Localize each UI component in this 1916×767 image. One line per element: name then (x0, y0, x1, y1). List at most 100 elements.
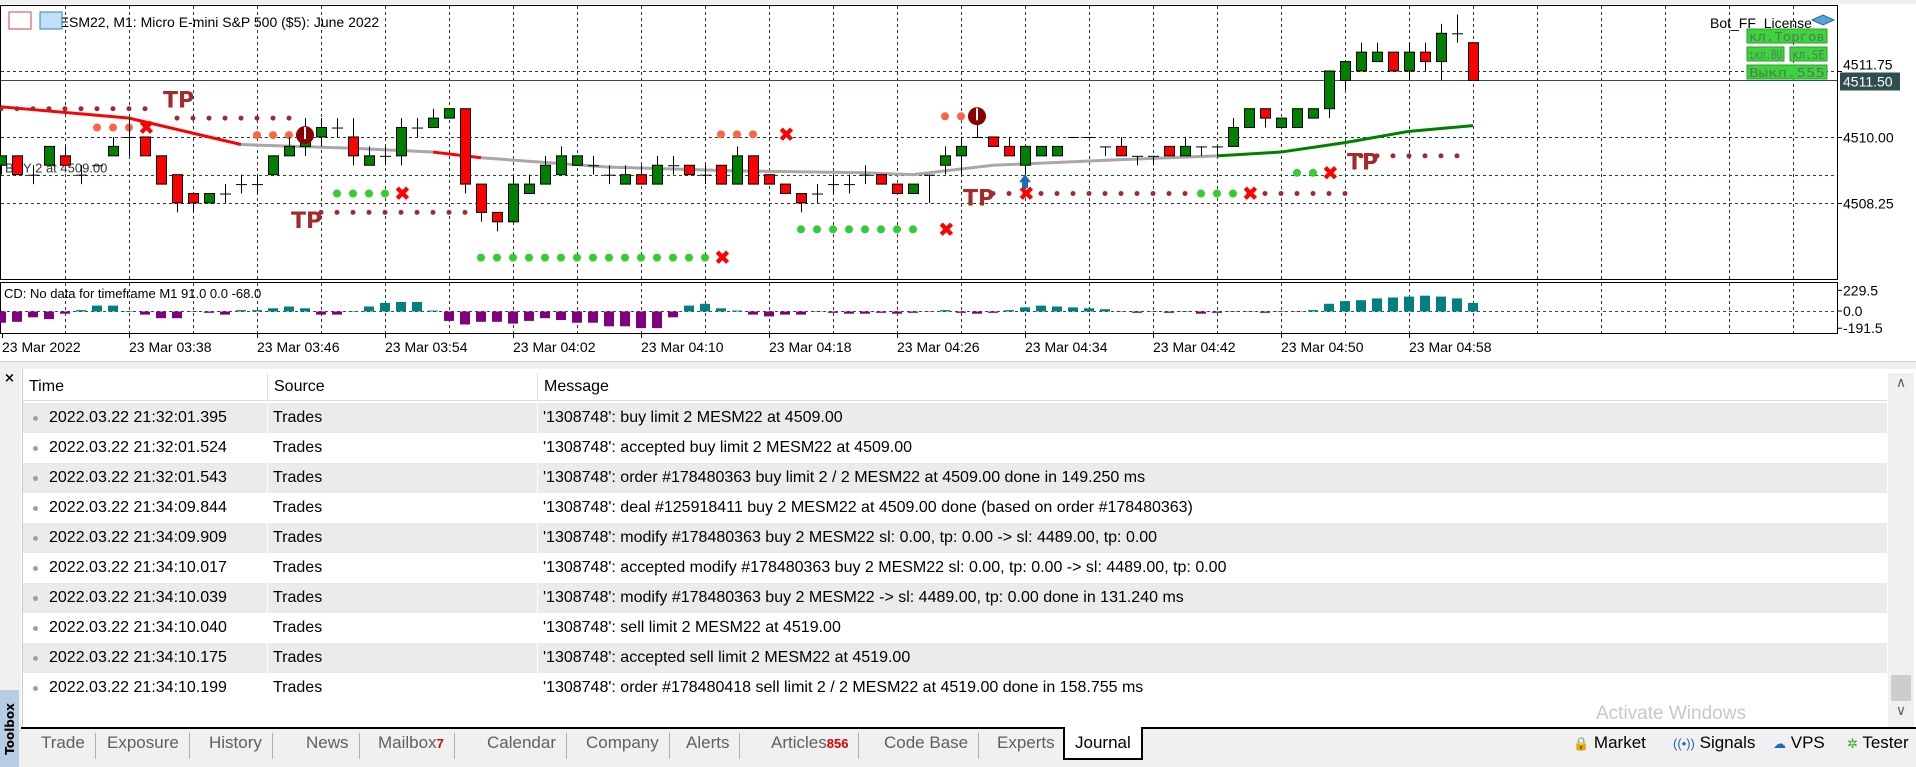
column-header-time[interactable]: Time (29, 378, 64, 395)
current-price-label: 4511.50 (1843, 74, 1893, 90)
graduation-cap-icon (1810, 14, 1836, 26)
candle (1068, 136, 1079, 138)
cd-bar (668, 311, 678, 318)
candle-body (140, 136, 151, 157)
cd-bar (172, 311, 182, 319)
candle (588, 155, 599, 175)
close-x-icon: ✖ (1242, 182, 1259, 206)
table-row[interactable]: 2022.03.22 21:34:10.199 Trades '1308748'… (23, 673, 1887, 703)
candle (1340, 61, 1351, 90)
cd-bar (988, 311, 998, 313)
table-row[interactable]: 2022.03.22 21:34:09.844 Trades '1308748'… (23, 493, 1887, 523)
panel-button-label[interactable]: кл.Торгов (1749, 30, 1825, 44)
tool-signals[interactable]: ((•)) Signals (1673, 733, 1755, 753)
tool-market[interactable]: 🔒 Market (1573, 733, 1646, 753)
tab-trade[interactable]: Trade (31, 733, 96, 759)
tab-journal[interactable]: Journal (1063, 727, 1143, 760)
row-bullet-icon (33, 536, 38, 541)
cd-bar (1388, 297, 1398, 312)
cell-source: Trades (273, 529, 323, 546)
panel-button-label[interactable]: Выкл.555 (1749, 66, 1825, 80)
tab-history[interactable]: History (199, 733, 273, 759)
cd-bar (524, 311, 534, 321)
tp-level-dot (14, 106, 20, 112)
candle (1004, 136, 1015, 157)
buy-signal-dot (573, 253, 581, 262)
candle-body (268, 155, 279, 176)
buy-signal-dot (893, 225, 901, 234)
tool-vps[interactable]: ☁ VPS (1773, 733, 1825, 753)
tab-exposure[interactable]: Exposure (97, 733, 190, 759)
candle (1292, 108, 1303, 129)
cd-bar (716, 308, 726, 312)
cd-bar (204, 311, 214, 313)
buy-arrow-icon (1019, 174, 1031, 189)
tool-tester[interactable]: ✲ Tester (1847, 733, 1909, 753)
tp-level-dot (110, 106, 116, 112)
scroll-up-icon[interactable]: ∧ (1895, 375, 1907, 391)
tab-news[interactable]: News (296, 733, 360, 759)
scroll-down-icon[interactable]: ∨ (1895, 703, 1907, 719)
table-row[interactable]: 2022.03.22 21:32:01.524 Trades '1308748'… (23, 433, 1887, 463)
candle-body (316, 127, 327, 138)
tab-code-base[interactable]: Code Base (874, 733, 980, 759)
tab-company[interactable]: Company (576, 733, 670, 759)
buy-signal-dot (909, 225, 917, 234)
cd-bar (28, 311, 38, 318)
sell-signal-dot (285, 131, 293, 140)
panel-button-label[interactable]: ıкл.BU (1749, 48, 1782, 62)
table-row[interactable]: 2022.03.22 21:32:01.395 Trades '1308748'… (23, 403, 1887, 433)
sub-axis-label: 229.5 (1843, 282, 1878, 298)
sell-signal-dot (253, 131, 261, 140)
table-row[interactable]: 2022.03.22 21:34:10.040 Trades '1308748'… (23, 613, 1887, 643)
close-icon[interactable]: × (4, 371, 15, 386)
tab-alerts[interactable]: Alerts (676, 733, 741, 759)
candle (940, 146, 951, 175)
cell-divider (537, 673, 538, 703)
panel-splitter[interactable] (0, 361, 1916, 369)
tp-level-dot (142, 106, 148, 112)
table-row[interactable]: 2022.03.22 21:34:10.017 Trades '1308748'… (23, 553, 1887, 583)
cd-bar (1164, 311, 1174, 313)
candle (1356, 42, 1367, 72)
buy-signal-dot (1229, 189, 1237, 198)
buy-signal-dot (381, 189, 389, 198)
cd-bar (604, 311, 614, 327)
tab-mailbox[interactable]: Mailbox7 (368, 733, 455, 759)
scroll-thumb[interactable] (1891, 675, 1911, 701)
candle (204, 193, 215, 204)
cd-bar (348, 311, 358, 312)
journal-table: Time Source Message 2022.03.22 21:32:01.… (22, 369, 1887, 727)
tp-level-dot (1278, 191, 1284, 197)
sub-window-title: CD: No data for timeframe M1 91.0 0.0 -6… (4, 286, 261, 301)
tab-badge: 856 (826, 736, 849, 751)
candle-body (1308, 108, 1319, 119)
tab-articles[interactable]: Articles856 (761, 733, 860, 759)
candle-body (156, 155, 167, 185)
candle-body (1260, 108, 1271, 119)
candle (1260, 108, 1271, 128)
tab-experts[interactable]: Experts (987, 733, 1066, 759)
tp-level-dot (350, 209, 356, 215)
column-header-source[interactable]: Source (267, 373, 537, 401)
cd-bar (1404, 296, 1414, 312)
cell-divider (267, 643, 268, 673)
column-header-message[interactable]: Message (537, 373, 1887, 401)
tp-level-dot (270, 115, 276, 121)
vertical-scrollbar[interactable]: ∧ ∨ (1888, 373, 1914, 727)
table-row[interactable]: 2022.03.22 21:34:10.039 Trades '1308748'… (23, 583, 1887, 613)
table-row[interactable]: 2022.03.22 21:32:01.543 Trades '1308748'… (23, 463, 1887, 493)
candle (12, 155, 23, 176)
candle-body (364, 155, 375, 166)
candle (892, 183, 903, 195)
candle (1372, 42, 1383, 63)
table-row[interactable]: 2022.03.22 21:34:09.909 Trades '1308748'… (23, 523, 1887, 553)
table-row[interactable]: 2022.03.22 21:34:10.175 Trades '1308748'… (23, 643, 1887, 673)
candle-body (636, 174, 647, 185)
panel-button-label[interactable]: кл.SE (1792, 48, 1825, 62)
cd-bar (460, 311, 470, 325)
candle-body (12, 155, 23, 176)
tab-calendar[interactable]: Calendar (477, 733, 567, 759)
toolbox-label[interactable]: Toolbox (0, 690, 19, 767)
